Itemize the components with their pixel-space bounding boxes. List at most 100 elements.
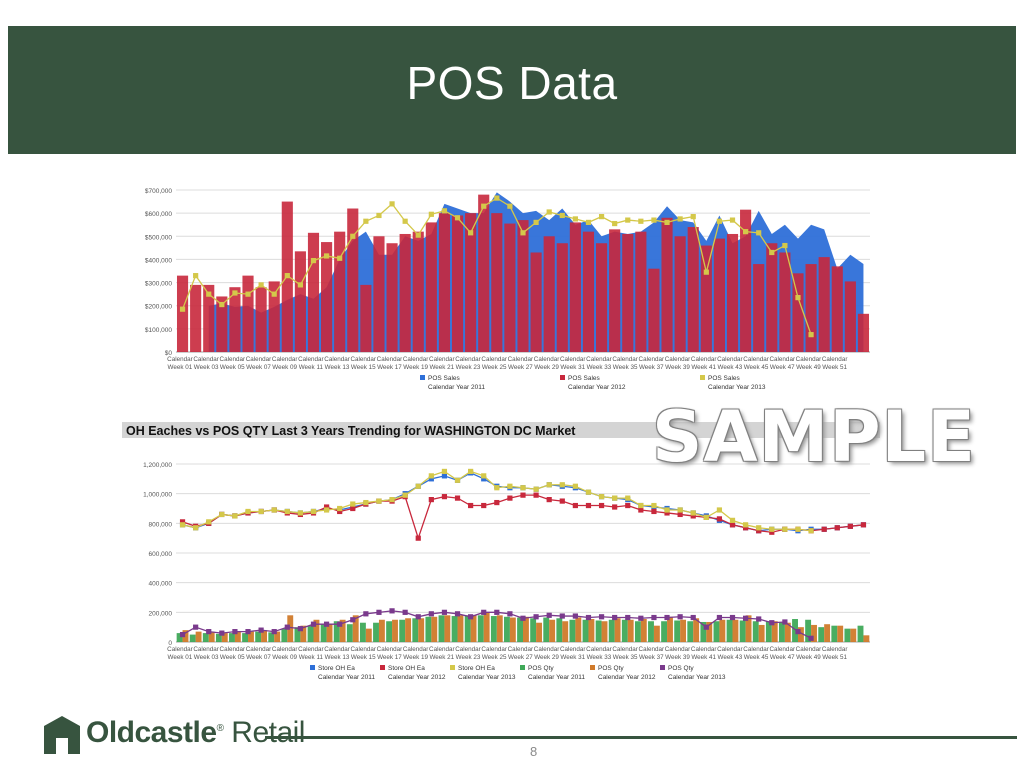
bar-mark [470, 615, 477, 642]
line-marker [363, 218, 369, 224]
bar-mark [365, 628, 372, 642]
line-marker [258, 282, 264, 288]
bar-mark [693, 618, 700, 642]
bar-mark [221, 633, 228, 642]
x-tick-prefix: Calendar [429, 646, 455, 653]
bar-mark [634, 621, 641, 642]
line-marker [232, 290, 238, 296]
bar-mark [334, 231, 346, 352]
bar-mark [674, 620, 681, 642]
bar-mark [745, 615, 752, 642]
line-marker [441, 609, 448, 615]
line-marker [782, 526, 788, 532]
x-tick-prefix: Calendar [246, 646, 272, 653]
line-marker [323, 504, 330, 510]
logo-light: Retail [223, 716, 305, 749]
line-marker [585, 614, 592, 621]
line-marker [716, 516, 723, 522]
x-tick-prefix: Calendar [560, 646, 586, 653]
line-marker [193, 624, 199, 630]
legend-sublabel: Calendar Year 2012 [568, 384, 626, 391]
x-tick-label: Week 19 [403, 654, 428, 661]
x-tick-label: Week 09 [272, 364, 297, 371]
bar-mark [268, 632, 275, 642]
line-marker [481, 502, 487, 509]
line-marker [598, 614, 605, 620]
line-marker [337, 508, 343, 515]
line-marker [179, 519, 186, 525]
line-marker [677, 216, 683, 222]
bar-mark [837, 625, 844, 642]
line-marker [179, 306, 186, 312]
bar-mark [706, 621, 713, 642]
x-tick-label: Week 39 [665, 654, 690, 661]
line-marker [520, 492, 526, 498]
line-marker [585, 489, 592, 495]
bar-mark [614, 618, 621, 642]
bar-mark [713, 238, 725, 352]
x-tick-label: Week 23 [456, 654, 481, 661]
line-marker [507, 495, 513, 501]
bar-mark [627, 619, 634, 642]
x-tick-prefix: Calendar [324, 356, 350, 363]
line-marker [454, 495, 461, 501]
bar-mark [234, 631, 241, 642]
line-marker [546, 497, 552, 503]
x-tick-label: Week 11 [299, 654, 324, 661]
line-marker [428, 211, 434, 217]
line-marker [363, 611, 369, 617]
line-marker [363, 499, 369, 506]
line-marker [323, 253, 330, 259]
line-marker [494, 499, 500, 506]
bar-mark [352, 615, 359, 642]
line-marker [337, 505, 343, 512]
legend-label: POS Qty [668, 665, 694, 672]
line-marker [428, 476, 434, 482]
x-tick-prefix: Calendar [272, 646, 298, 653]
title-banner: POS Data [8, 26, 1016, 154]
legend-swatch [590, 665, 595, 670]
x-tick-prefix: Calendar [743, 646, 769, 653]
line-marker [219, 630, 225, 636]
x-tick-label: Week 33 [587, 364, 612, 371]
bar-mark [726, 619, 733, 642]
bar-mark [517, 617, 523, 642]
x-tick-prefix: Calendar [193, 646, 219, 653]
bar-mark [530, 618, 537, 642]
series-line [182, 494, 864, 541]
x-tick-prefix: Calendar [167, 646, 193, 653]
bar-mark [765, 621, 772, 642]
x-tick-prefix: Calendar [717, 356, 743, 363]
x-tick-prefix: Calendar [639, 646, 665, 653]
bar-mark [203, 284, 215, 352]
x-tick-prefix: Calendar [534, 356, 560, 363]
y-tick-label: $300,000 [145, 281, 172, 288]
line-marker [454, 477, 461, 483]
bar-mark [444, 615, 451, 642]
page-number: 8 [530, 744, 538, 759]
line-marker [638, 615, 644, 621]
line-marker [598, 502, 605, 509]
line-marker [677, 511, 683, 518]
x-tick-label: Week 07 [246, 364, 271, 371]
x-tick-prefix: Calendar [298, 646, 324, 653]
bar-mark [680, 619, 687, 642]
x-tick-prefix: Calendar [272, 356, 298, 363]
y-tick-label: $0 [165, 350, 173, 357]
bar-mark [412, 231, 424, 352]
bar-mark [687, 227, 699, 352]
legend-swatch [660, 665, 665, 670]
y-tick-label: 1,000,000 [143, 492, 172, 499]
bar-mark [399, 233, 411, 352]
line-marker [612, 614, 618, 621]
x-tick-prefix: Calendar [508, 356, 534, 363]
line-marker [284, 624, 290, 630]
line-marker [468, 614, 474, 620]
line-marker [782, 619, 788, 625]
line-marker [559, 482, 565, 488]
line-marker [533, 219, 539, 225]
bar-mark [582, 231, 595, 352]
x-tick-label: Week 27 [508, 654, 533, 661]
x-tick-prefix: Calendar [193, 356, 219, 363]
bar-mark [674, 236, 686, 352]
